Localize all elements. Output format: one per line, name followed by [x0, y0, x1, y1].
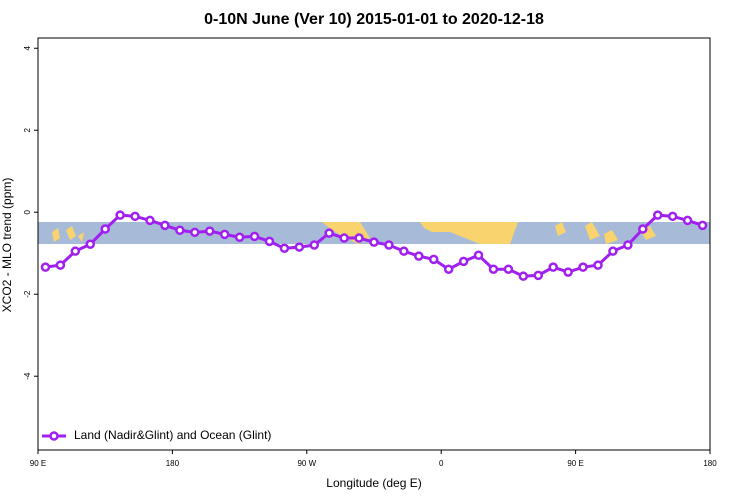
point: [697, 220, 708, 231]
point: [578, 262, 588, 272]
point: [638, 224, 648, 234]
point: [399, 246, 409, 256]
point: [234, 232, 245, 242]
point: [115, 210, 125, 220]
point: [100, 224, 110, 234]
x-tick-label: 90 E: [567, 459, 583, 468]
point: [55, 260, 66, 270]
point: [563, 267, 573, 277]
plot-frame: [37, 37, 711, 451]
map-band: [38, 222, 710, 244]
point: [443, 264, 454, 274]
point: [279, 243, 290, 254]
point: [369, 237, 379, 247]
point: [160, 220, 170, 231]
point: [384, 240, 394, 250]
point: [324, 228, 334, 238]
point: [40, 262, 51, 272]
point: [608, 246, 618, 256]
point: [219, 229, 230, 240]
point: [309, 240, 320, 250]
point: [70, 246, 81, 256]
point: [294, 242, 305, 252]
x-tick-label: 90 E: [30, 459, 46, 468]
point: [548, 262, 558, 272]
point: [264, 236, 275, 247]
point: [249, 231, 260, 242]
point: [145, 215, 155, 226]
x-axis-label: Longitude (deg E): [326, 476, 421, 490]
point: [623, 240, 633, 250]
x-tick-label: 0: [439, 459, 444, 468]
point: [533, 270, 544, 281]
point: [175, 225, 185, 236]
point: [414, 251, 424, 261]
point: [85, 239, 96, 249]
y-axis-label: XCO2 - MLO trend (ppm): [0, 178, 14, 313]
x-tick-label: 90 W: [297, 459, 316, 468]
point: [488, 264, 499, 274]
y-tick-label: -2: [23, 290, 32, 298]
x-tick-label: 180: [703, 459, 717, 468]
point: [652, 210, 663, 220]
chart-title: 0-10N June (Ver 10) 2015-01-01 to 2020-1…: [204, 11, 544, 28]
x-tick-label: 180: [166, 459, 180, 468]
point: [458, 256, 469, 267]
y-tick-label: -4: [23, 372, 32, 380]
y-tick-label: 4: [23, 45, 32, 50]
point: [339, 233, 349, 243]
point: [667, 211, 678, 222]
point: [428, 254, 439, 265]
point: [518, 271, 529, 281]
point: [190, 227, 200, 238]
y-tick-label: 2: [23, 127, 32, 132]
point: [473, 250, 484, 261]
point: [354, 233, 364, 243]
legend-marker: [49, 431, 59, 441]
point: [593, 260, 603, 270]
point: [204, 226, 215, 236]
y-tick-label: 0: [23, 209, 32, 214]
legend-label: Land (Nadir&Glint) and Ocean (Glint): [74, 428, 271, 442]
point: [130, 211, 140, 222]
point: [682, 215, 693, 226]
point: [503, 264, 514, 274]
